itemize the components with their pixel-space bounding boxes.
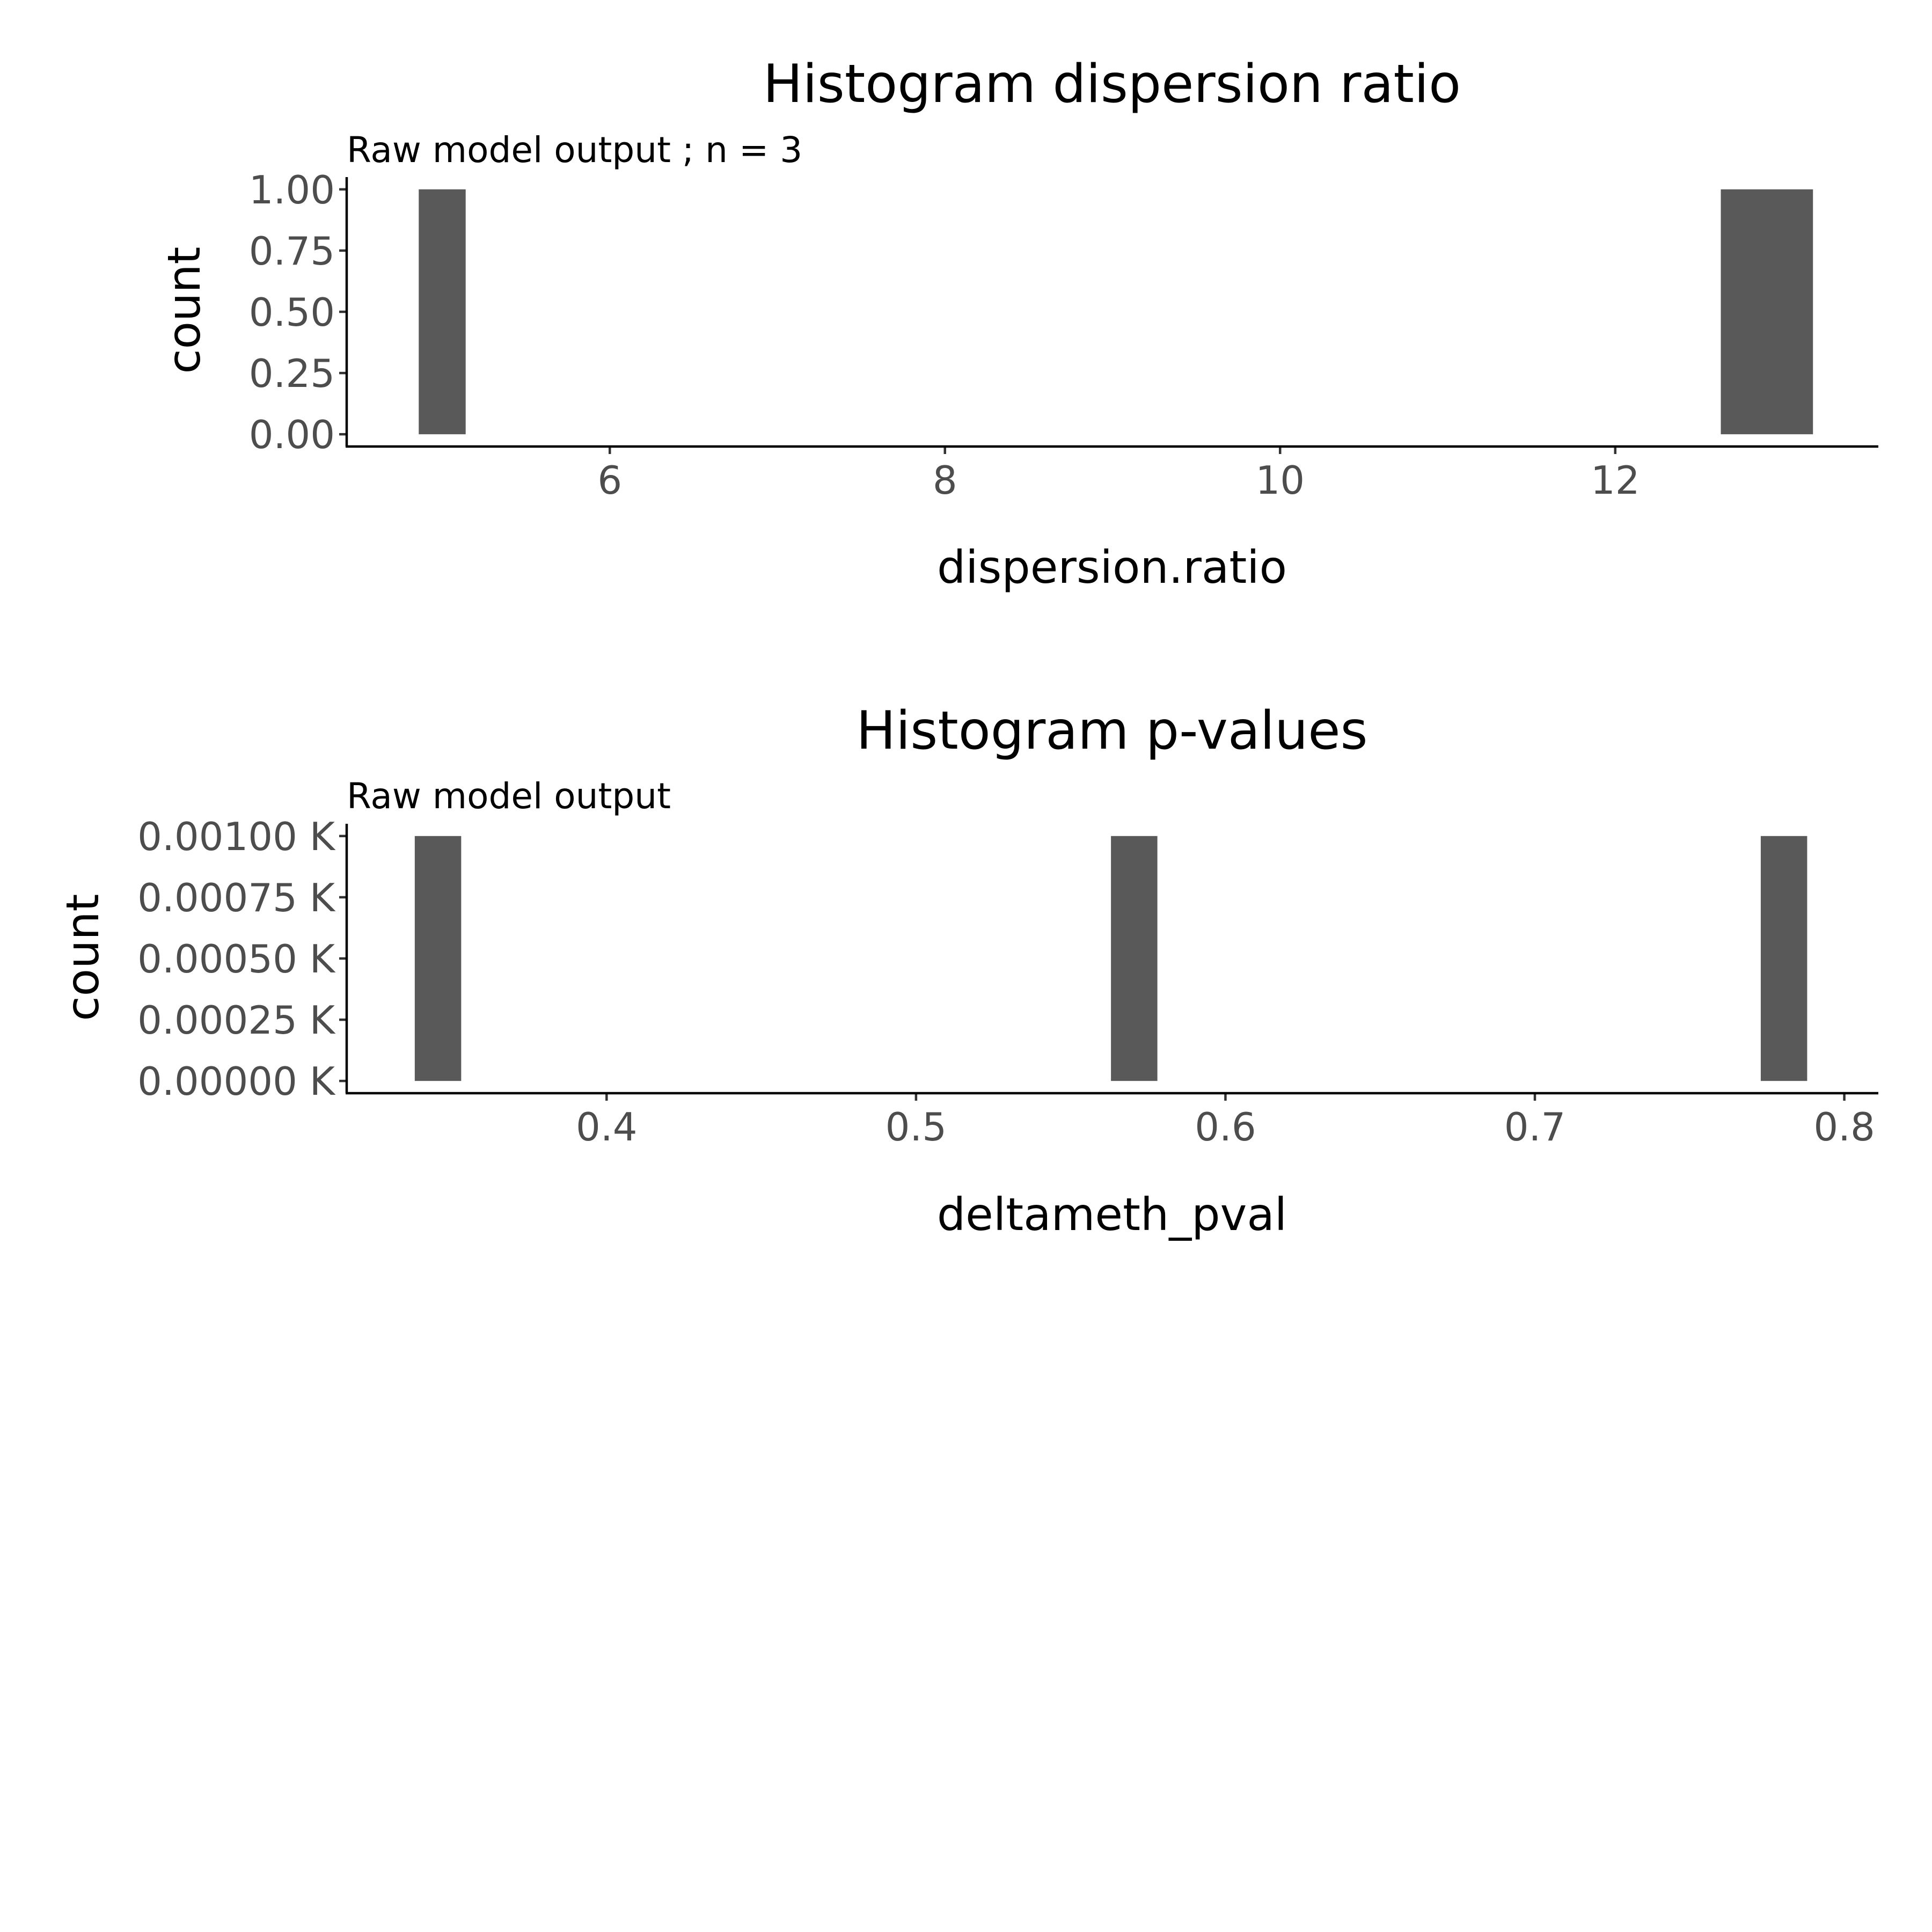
x-axis-ticks: 6 8 10 12	[597, 447, 1640, 503]
y-axis-ticks: 0.00 0.25 0.50 0.75 1.00	[249, 167, 347, 457]
y-tick-label: 0.00100 K	[137, 814, 336, 859]
histogram-bar-2	[1721, 189, 1813, 435]
y-tick-label: 0.00000 K	[137, 1059, 336, 1104]
x-tick-label: 6	[597, 458, 622, 503]
chart-subtitle: Raw model output ; n = 3	[347, 129, 802, 171]
y-tick-label: 0.00	[249, 412, 335, 457]
x-tick-label: 8	[933, 458, 957, 503]
histogram-bar-1	[414, 836, 462, 1081]
bar-group	[414, 836, 1807, 1081]
x-axis-label: deltameth_pval	[937, 1188, 1287, 1241]
y-tick-label: 0.00025 K	[137, 998, 336, 1043]
x-axis-ticks: 0.4 0.5 0.6 0.7 0.8	[576, 1093, 1875, 1150]
x-tick-label: 0.8	[1813, 1104, 1875, 1150]
x-tick-label: 0.4	[576, 1104, 638, 1150]
y-tick-label: 0.00050 K	[137, 936, 336, 982]
y-axis-label: count	[158, 247, 210, 374]
y-tick-label: 0.25	[249, 351, 335, 396]
x-tick-label: 0.7	[1504, 1104, 1566, 1150]
y-axis-label: count	[56, 894, 109, 1021]
histogram-bar-2	[1111, 836, 1158, 1081]
x-tick-label: 0.6	[1195, 1104, 1256, 1150]
x-tick-label: 0.5	[885, 1104, 947, 1150]
y-tick-label: 0.50	[249, 290, 335, 335]
histogram-bar-3	[1760, 836, 1807, 1081]
chart-subtitle: Raw model output	[347, 775, 671, 817]
chart-title: Histogram p-values	[856, 700, 1367, 762]
y-tick-label: 0.00075 K	[137, 875, 336, 920]
chart-title: Histogram dispersion ratio	[763, 54, 1461, 115]
x-tick-label: 12	[1591, 458, 1640, 503]
x-tick-label: 10	[1255, 458, 1305, 503]
bar-group	[419, 189, 1813, 435]
x-axis-label: dispersion.ratio	[937, 541, 1287, 594]
y-tick-label: 0.75	[249, 229, 335, 274]
y-tick-label: 1.00	[249, 167, 335, 213]
dispersion-ratio-histogram: Histogram dispersion ratio Raw model out…	[158, 54, 1878, 594]
histogram-bar-1	[419, 189, 466, 435]
y-axis-ticks: 0.00000 K 0.00025 K 0.00050 K 0.00075 K 0.00…	[137, 814, 347, 1104]
p-values-histogram: Histogram p-values Raw model output delt…	[56, 700, 1878, 1241]
